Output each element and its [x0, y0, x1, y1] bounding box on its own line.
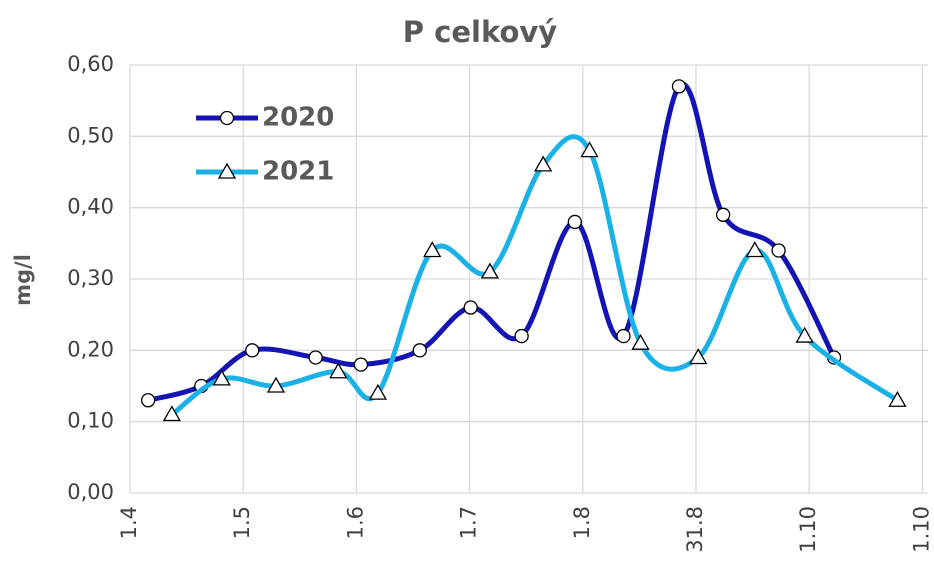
marker	[162, 405, 182, 422]
x-tick-label: 1.10	[909, 506, 933, 553]
marker	[715, 207, 731, 222]
marker	[329, 362, 348, 379]
marker	[245, 343, 260, 358]
marker	[368, 383, 388, 400]
marker	[745, 241, 764, 258]
legend-label: 2020	[262, 103, 334, 133]
marker	[514, 328, 529, 344]
y-tick-label: 0,50	[67, 123, 114, 147]
x-tick-label: 1.4	[117, 506, 141, 539]
x-tick-label: 31.8	[683, 506, 707, 553]
marker	[534, 155, 553, 172]
marker	[308, 350, 323, 365]
marker	[463, 300, 478, 315]
x-tick-label: 1.6	[343, 506, 367, 539]
chart-title: P celkový	[403, 15, 557, 49]
marker	[771, 243, 786, 258]
y-tick-label: 0,60	[67, 52, 114, 76]
x-tick-label: 1.7	[457, 506, 481, 539]
y-tick-label: 0,20	[67, 337, 114, 361]
marker	[631, 333, 650, 350]
marker	[795, 326, 814, 343]
marker	[219, 110, 235, 126]
y-axis-label: mg/l	[11, 254, 35, 306]
y-tick-label: 0,40	[67, 195, 114, 219]
marker	[480, 262, 500, 279]
legend-label: 2021	[262, 157, 334, 187]
marker	[217, 162, 237, 179]
y-tick-label: 0,10	[67, 409, 114, 433]
y-tick-label: 0,30	[67, 266, 114, 290]
marker	[353, 357, 369, 372]
x-tick-label: 1.10	[796, 506, 820, 553]
marker	[580, 141, 599, 158]
marker	[888, 390, 907, 407]
marker	[423, 241, 442, 258]
marker	[616, 328, 631, 344]
marker	[212, 369, 231, 386]
marker	[689, 348, 708, 365]
marker	[671, 79, 687, 94]
x-tick-label: 1.5	[230, 506, 254, 539]
y-tick-label: 0,00	[67, 480, 114, 504]
marker	[412, 343, 427, 358]
marker	[567, 214, 582, 230]
marker	[140, 393, 156, 408]
x-tick-label: 1.8	[570, 506, 594, 539]
marker	[266, 376, 286, 393]
